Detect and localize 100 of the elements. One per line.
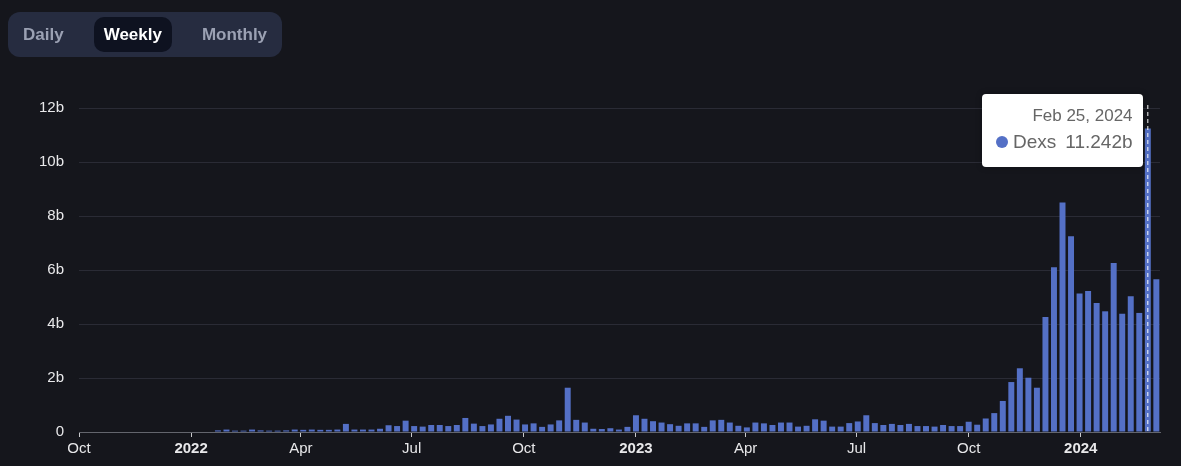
bar: [692, 423, 699, 432]
bar: [411, 426, 418, 432]
annotation: 11.242b: [1065, 130, 1133, 154]
bar: [590, 428, 597, 432]
bar: [1153, 279, 1160, 432]
bar: [914, 426, 921, 432]
bar: [923, 426, 929, 432]
bar: [1050, 267, 1057, 432]
period-option[interactable]: Daily: [13, 17, 74, 52]
bar: [436, 424, 443, 432]
annotation: Feb 25, 2024: [1032, 105, 1133, 127]
bar: [632, 415, 639, 432]
bar: [650, 421, 656, 432]
bar: [871, 423, 878, 432]
period-option[interactable]: Monthly: [191, 17, 278, 52]
bar: [1144, 128, 1151, 432]
x-tick-label: 2023: [619, 439, 653, 457]
bar: [667, 424, 674, 432]
bar: [743, 427, 750, 432]
bar: [675, 425, 682, 432]
bar: [641, 418, 648, 432]
period-option[interactable]: Weekly: [93, 17, 172, 52]
bar: [965, 421, 972, 432]
bar: [419, 426, 426, 432]
y-tick-label: 6b: [47, 260, 64, 278]
bar: [803, 425, 810, 432]
bar: [479, 426, 486, 432]
bar: [1127, 296, 1134, 432]
bar: [581, 422, 588, 432]
y-tick-label: 8b: [47, 206, 64, 224]
bar: [487, 424, 494, 432]
bar: [658, 422, 665, 432]
bar: [897, 424, 904, 432]
bar: [777, 422, 784, 432]
y-tick-label: 4b: [47, 314, 64, 332]
bar: [1119, 313, 1126, 432]
bar: [846, 423, 853, 432]
bar: [513, 419, 520, 432]
bar: [505, 415, 511, 432]
bar: [445, 426, 452, 432]
bar: [957, 426, 964, 432]
bar: [795, 426, 802, 432]
y-tick-label: 2b: [47, 368, 64, 386]
bar: [1025, 377, 1032, 432]
bar: [709, 420, 716, 432]
bar: [428, 424, 435, 432]
bar: [854, 421, 861, 432]
bar: [1042, 316, 1049, 432]
x-tick-label: Jul: [402, 439, 422, 457]
bar: [888, 423, 895, 432]
bar: [394, 426, 401, 432]
legend-label: Dexs: [1013, 130, 1057, 154]
x-tick-label: 2024: [1064, 439, 1099, 457]
tooltip: Feb 25, 2024 Dexs 11.242b: [982, 94, 1143, 167]
bar: [948, 426, 955, 432]
bar: [812, 419, 819, 432]
bar: [1102, 311, 1109, 432]
bar: [573, 419, 580, 432]
bar: [1008, 382, 1015, 432]
bar: [522, 424, 529, 432]
bar: [624, 426, 631, 432]
bar: [598, 429, 605, 432]
bar: [556, 420, 563, 432]
bar: [752, 422, 759, 432]
bar: [470, 423, 477, 432]
bar: [999, 400, 1006, 432]
bar: [539, 426, 546, 432]
bar: [701, 426, 708, 432]
bar: [684, 423, 691, 432]
bar: [1085, 291, 1092, 432]
bar: [760, 423, 767, 432]
bar: [342, 423, 349, 432]
bar: [880, 424, 887, 432]
bar: [496, 418, 503, 432]
x-tick-label: Oct: [956, 439, 982, 457]
bar: [974, 424, 981, 432]
bar: [982, 418, 989, 432]
y-tick-label: 0: [55, 422, 64, 440]
bar: [905, 423, 912, 432]
bar: [1136, 312, 1143, 432]
bar: [718, 419, 725, 432]
bar: [1068, 236, 1075, 432]
x-tick-label: 2022: [174, 439, 208, 457]
bar: [1110, 262, 1117, 432]
x-tick-label: Jul: [846, 439, 867, 457]
bar: [377, 428, 384, 432]
bar: [991, 413, 998, 432]
bar: [1076, 293, 1083, 432]
bar: [940, 424, 947, 432]
bar: [829, 426, 836, 432]
bar: [385, 425, 392, 432]
bar: [607, 428, 614, 432]
bar: [837, 426, 844, 432]
bar: [564, 387, 571, 432]
bar: [1033, 387, 1040, 432]
x-tick-label: Apr: [289, 439, 313, 457]
x-tick-label: Oct: [67, 439, 92, 457]
y-tick-label: 10b: [38, 152, 64, 170]
bar: [402, 420, 409, 432]
bar: [1016, 368, 1023, 432]
